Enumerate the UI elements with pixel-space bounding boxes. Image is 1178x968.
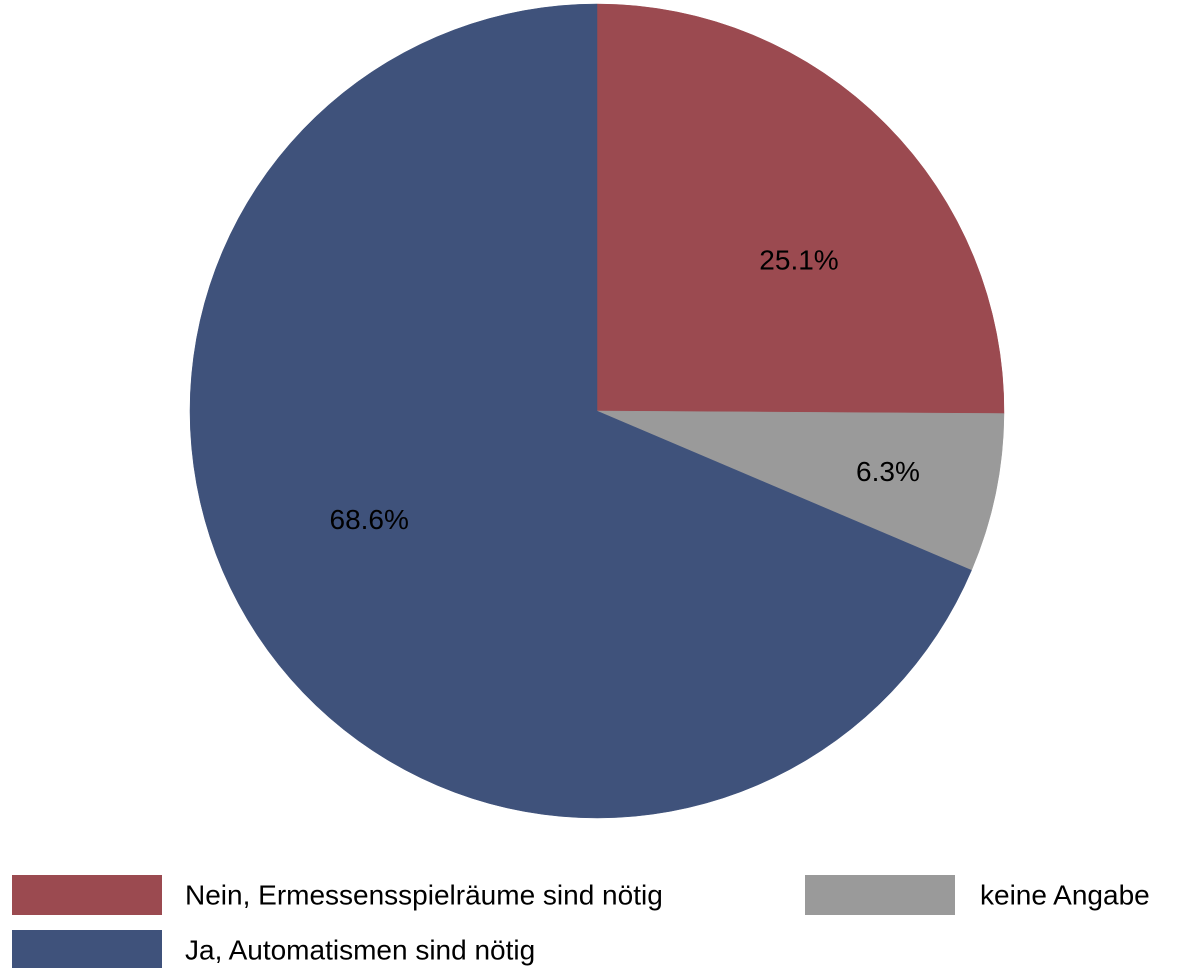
pie-value-label-1: 25.1% bbox=[759, 244, 838, 275]
legend: Nein, Ermessensspielräume sind nötig kein… bbox=[12, 875, 1150, 968]
legend-swatch-2 bbox=[805, 875, 955, 915]
legend-label-3: Ja, Automatismen sind nötig bbox=[185, 935, 535, 966]
pie-slice-1 bbox=[596, 3, 1005, 414]
pie-value-labels: 25.1% 6.3% 68.6% bbox=[330, 244, 920, 535]
pie-value-label-3: 68.6% bbox=[330, 504, 409, 535]
legend-label-1: Nein, Ermessensspielräume sind nötig bbox=[185, 880, 663, 911]
pie-slice-3 bbox=[189, 3, 972, 819]
pie-slices bbox=[189, 3, 1005, 819]
pie-value-label-2: 6.3% bbox=[856, 456, 920, 487]
legend-swatch-1 bbox=[12, 875, 162, 915]
legend-swatch-3 bbox=[12, 930, 162, 968]
pie-slice-2 bbox=[596, 410, 1005, 571]
legend-label-2: keine Angabe bbox=[980, 880, 1150, 911]
